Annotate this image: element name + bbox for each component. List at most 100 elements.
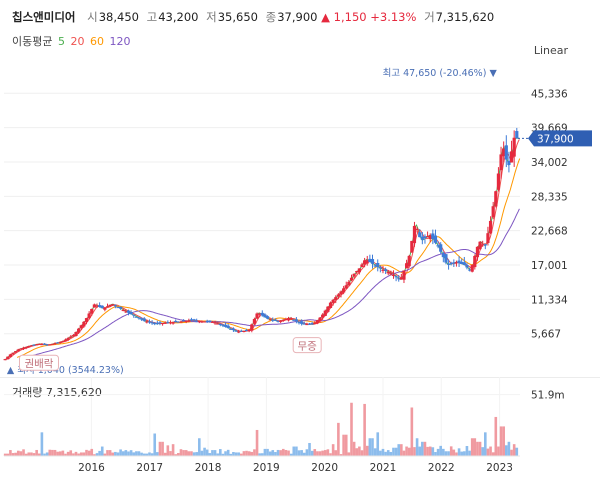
- panel-divider: [0, 377, 600, 378]
- candle-body: [119, 306, 123, 309]
- candle-body: [265, 316, 270, 319]
- volume-bar: [35, 449, 38, 456]
- y-tick-label: 22,668: [531, 226, 568, 238]
- volume-bar: [360, 450, 364, 456]
- volume-bar: [281, 448, 285, 456]
- candle-body: [56, 342, 60, 344]
- candle-body: [100, 305, 104, 309]
- volume-bar: [444, 451, 448, 456]
- volume-bar: [426, 446, 429, 456]
- candle-body: [321, 314, 325, 318]
- candle-body: [444, 254, 448, 263]
- volume-bar: [481, 447, 484, 456]
- volume-bar: [64, 453, 67, 456]
- volume-bar: [263, 448, 267, 456]
- volume-bar: [240, 453, 243, 456]
- candle-body: [258, 313, 262, 315]
- volume-bar: [43, 453, 46, 456]
- change-up-icon: ▲: [321, 10, 330, 24]
- candle-body: [452, 262, 456, 264]
- candle-body: [255, 313, 259, 319]
- volume-bar: [486, 448, 490, 456]
- volume-bar: [53, 449, 57, 456]
- volume-bar: [321, 450, 324, 456]
- candle-body: [202, 321, 207, 323]
- volume-bar: [504, 445, 508, 456]
- candle-body: [449, 262, 453, 264]
- volume-bar: [19, 451, 23, 456]
- candle-body: [90, 308, 94, 314]
- volume-bar: [428, 446, 432, 456]
- change-percent: +3.13%: [370, 10, 417, 24]
- candle-body: [82, 321, 86, 327]
- volume-bar: [302, 452, 306, 456]
- volume-bar: [271, 450, 275, 456]
- volume-bar: [384, 451, 387, 456]
- candle-body: [404, 263, 409, 269]
- volume-bar: [468, 450, 471, 456]
- volume-bar: [111, 452, 115, 456]
- candle-body: [423, 236, 427, 238]
- volume-bar: [132, 452, 136, 456]
- candle-body: [323, 310, 327, 316]
- volume-bar: [190, 451, 193, 456]
- volume-bar: [310, 450, 314, 456]
- candle-body: [92, 304, 96, 308]
- volume-bar: [431, 447, 435, 456]
- candle-body: [168, 322, 173, 324]
- candle-body: [496, 173, 501, 190]
- volume-bar: [213, 450, 217, 456]
- candle-body: [105, 306, 110, 308]
- candle-body: [6, 356, 10, 360]
- candle-body: [242, 330, 246, 332]
- volume-bar: [268, 451, 272, 456]
- volume-bar: [205, 449, 209, 456]
- ma-60: 60: [89, 35, 104, 48]
- candle-body: [410, 240, 414, 253]
- candle-body: [418, 232, 422, 238]
- candle-body: [376, 263, 380, 267]
- volume-bar: [195, 452, 198, 456]
- candle-body: [150, 322, 154, 324]
- volume-bar: [234, 452, 238, 456]
- candle-body: [263, 314, 267, 318]
- candle-body: [441, 253, 445, 258]
- candle-body: [431, 233, 435, 240]
- candle-body: [19, 348, 23, 350]
- y-tick-label: 34,002: [531, 157, 568, 169]
- scale-toggle[interactable]: Linear: [533, 44, 568, 57]
- volume-bar: [476, 441, 479, 456]
- volume-bar: [473, 438, 477, 456]
- candle-body: [126, 310, 131, 313]
- volume-bar: [182, 450, 185, 456]
- volume-bar: [274, 452, 277, 456]
- price-header: 칩스앤미디어 시38,450 고43,200 저35,650 종37,900 ▲…: [12, 9, 494, 25]
- candle-body: [318, 317, 322, 322]
- candle-body: [470, 265, 474, 272]
- close-value: 37,900: [277, 10, 318, 24]
- volume-bar: [51, 449, 54, 456]
- volume-bar: [153, 433, 157, 456]
- moving-average-legend[interactable]: 이동평균 5 20 60 120: [12, 33, 132, 49]
- volume-bar: [389, 451, 393, 456]
- volume-bar: [510, 449, 513, 456]
- volume-bar: [179, 449, 183, 456]
- candle-body: [181, 320, 186, 322]
- volume-bar: [358, 446, 361, 456]
- candle-body: [208, 320, 212, 322]
- candle-body: [53, 343, 57, 345]
- candle-body: [179, 321, 183, 323]
- high-label: 고: [146, 10, 158, 24]
- candle-body: [460, 261, 464, 265]
- candle-body: [378, 267, 382, 269]
- candle-body: [394, 276, 398, 278]
- candle-body: [334, 297, 338, 301]
- volume-bar: [344, 434, 348, 456]
- candle-body: [342, 288, 346, 293]
- candle-body: [74, 332, 78, 337]
- candle-body: [129, 312, 133, 315]
- candle-body: [160, 323, 165, 325]
- candle-body: [397, 278, 401, 280]
- candle-body: [50, 343, 54, 345]
